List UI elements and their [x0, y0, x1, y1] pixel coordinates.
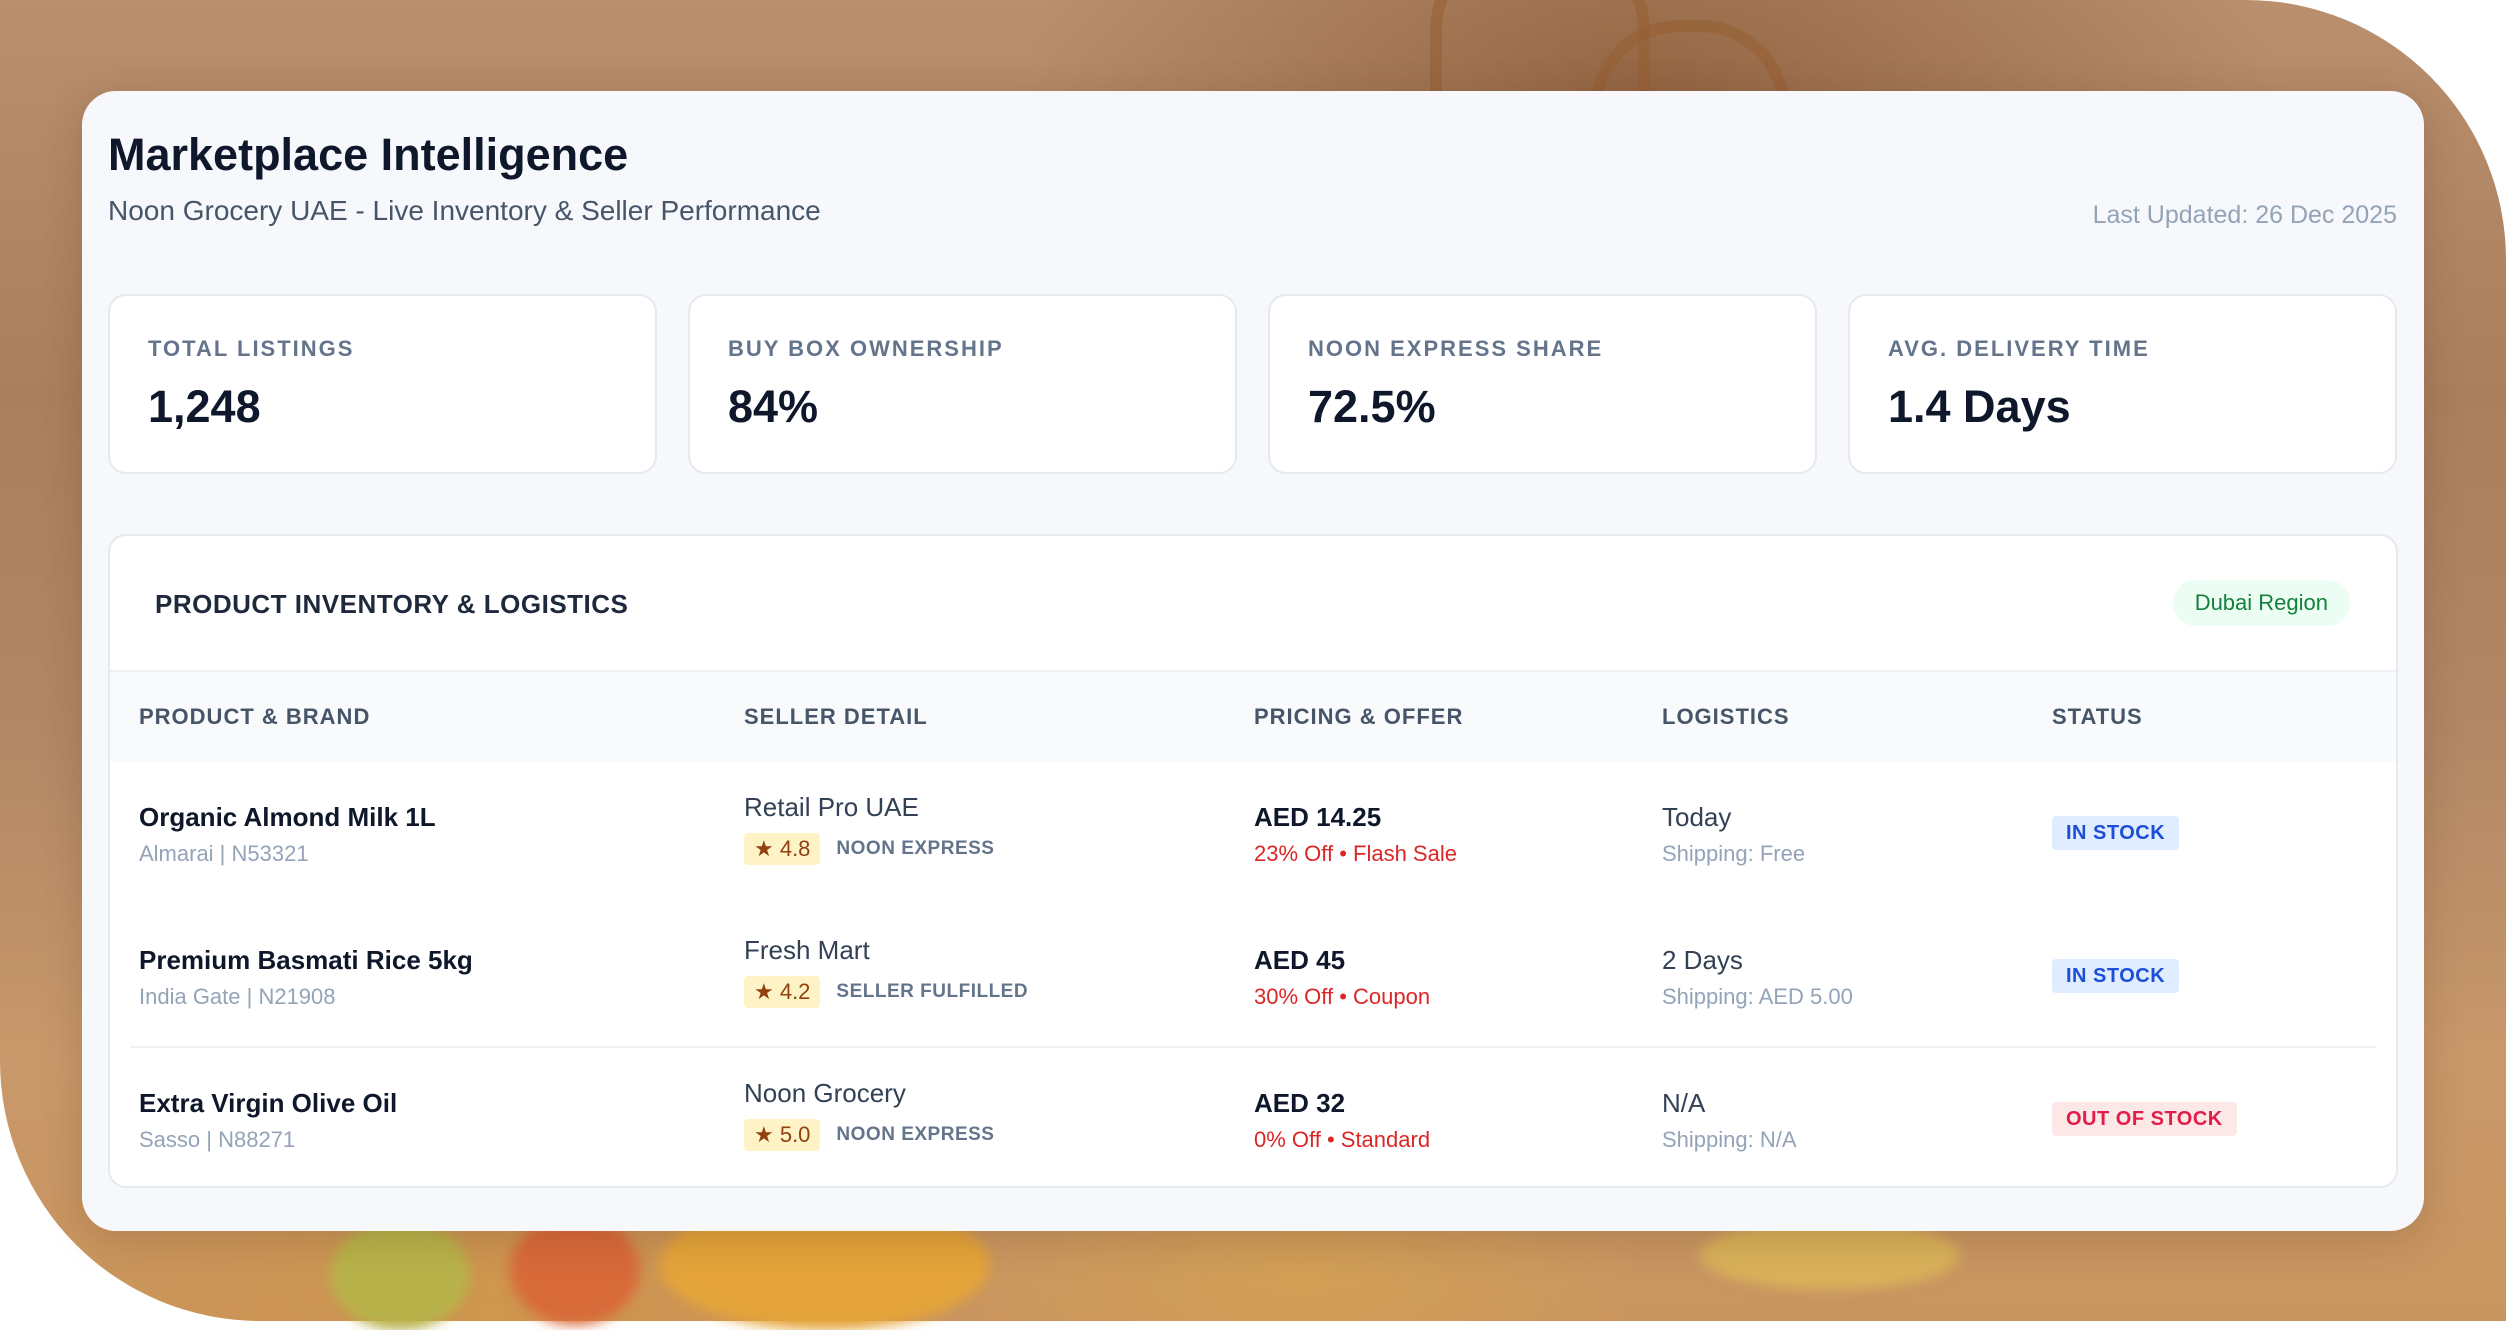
status-badge: IN STOCK: [2052, 816, 2180, 850]
fulfillment-type: SELLER FULFILLED: [836, 981, 1029, 1002]
product-name[interactable]: Organic Almond Milk 1L: [139, 802, 436, 832]
kpi-card-delivery-time: AVG. DELIVERY TIME 1.4 Days: [1848, 294, 2397, 474]
panel-title: PRODUCT INVENTORY & LOGISTICS: [155, 589, 629, 619]
row-divider: [130, 1046, 2376, 1048]
seller-cell: Retail Pro UAE ★ 4.8 NOON EXPRESS: [744, 792, 994, 865]
product-name[interactable]: Premium Basmati Rice 5kg: [139, 945, 473, 975]
table-header: PRODUCT & BRAND SELLER DETAIL PRICING & …: [110, 670, 2396, 762]
status-badge: OUT OF STOCK: [2052, 1102, 2237, 1136]
kpi-value: 72.5%: [1308, 381, 1436, 432]
seller-name[interactable]: Retail Pro UAE: [744, 792, 919, 822]
seller-name[interactable]: Fresh Mart: [744, 935, 870, 965]
column-header-pricing[interactable]: PRICING & OFFER: [1254, 704, 1464, 729]
logistics-cell: 2 Days Shipping: AED 5.00: [1662, 945, 1853, 1010]
status-badge: IN STOCK: [2052, 959, 2180, 993]
price: AED 45: [1254, 945, 1346, 975]
kpi-value: 1,248: [148, 381, 261, 432]
table-row[interactable]: Premium Basmati Rice 5kg India Gate | N2…: [110, 905, 2396, 1048]
shipping-cost: Shipping: N/A: [1662, 1127, 1797, 1152]
fulfillment-type: NOON EXPRESS: [836, 838, 995, 859]
status-cell: OUT OF STOCK: [2052, 1102, 2237, 1136]
region-badge[interactable]: Dubai Region: [2172, 580, 2350, 626]
price: AED 32: [1254, 1088, 1346, 1118]
page-title: Marketplace Intelligence: [108, 129, 629, 180]
column-header-product[interactable]: PRODUCT & BRAND: [139, 704, 371, 729]
shipping-cost: Shipping: Free: [1662, 841, 1806, 866]
offer: 23% Off • Flash Sale: [1254, 841, 1457, 866]
kpi-label: TOTAL LISTINGS: [148, 336, 355, 361]
pricing-cell: AED 32 0% Off • Standard: [1254, 1088, 1430, 1153]
offer: 30% Off • Coupon: [1254, 984, 1431, 1009]
page-subtitle: Noon Grocery UAE - Live Inventory & Sell…: [108, 195, 821, 226]
seller-cell: Noon Grocery ★ 5.0 NOON EXPRESS: [744, 1078, 994, 1151]
seller-name[interactable]: Noon Grocery: [744, 1078, 906, 1108]
logistics-cell: Today Shipping: Free: [1662, 802, 1805, 867]
pricing-cell: AED 45 30% Off • Coupon: [1254, 945, 1430, 1010]
fruit-decoration: [510, 1215, 640, 1325]
product-cell: Extra Virgin Olive Oil Sasso | N88271: [139, 1088, 397, 1153]
table-row[interactable]: Organic Almond Milk 1L Almarai | N53321 …: [110, 762, 2396, 905]
product-cell: Organic Almond Milk 1L Almarai | N53321: [139, 802, 436, 867]
seller-cell: Fresh Mart ★ 4.2 SELLER FULFILLED: [744, 935, 1028, 1008]
inventory-panel: PRODUCT INVENTORY & LOGISTICS Dubai Regi…: [108, 534, 2398, 1188]
delivery-time: 2 Days: [1662, 945, 1743, 975]
kpi-label: AVG. DELIVERY TIME: [1888, 336, 2150, 361]
delivery-time: N/A: [1662, 1088, 1706, 1118]
kpi-card-total-listings: TOTAL LISTINGS 1,248: [108, 294, 657, 474]
kpi-value: 1.4 Days: [1888, 381, 2071, 432]
price: AED 14.25: [1254, 802, 1382, 832]
last-updated: Last Updated: 26 Dec 2025: [2092, 201, 2397, 229]
status-cell: IN STOCK: [2052, 816, 2180, 850]
dashboard-card: Marketplace Intelligence Noon Grocery UA…: [82, 91, 2424, 1231]
star-rating: ★ 5.0: [744, 1119, 821, 1151]
kpi-label: NOON EXPRESS SHARE: [1308, 336, 1604, 361]
column-header-seller[interactable]: SELLER DETAIL: [744, 704, 928, 729]
product-cell: Premium Basmati Rice 5kg India Gate | N2…: [139, 945, 473, 1010]
fruit-decoration: [330, 1220, 470, 1330]
shipping-cost: Shipping: AED 5.00: [1662, 984, 1853, 1009]
product-brand: India Gate | N21908: [139, 984, 336, 1009]
delivery-time: Today: [1662, 802, 1732, 832]
product-brand: Almarai | N53321: [139, 841, 309, 866]
status-cell: IN STOCK: [2052, 959, 2180, 993]
kpi-value: 84%: [728, 381, 819, 432]
table-row[interactable]: Extra Virgin Olive Oil Sasso | N88271 No…: [110, 1048, 2396, 1186]
kpi-card-noon-express: NOON EXPRESS SHARE 72.5%: [1268, 294, 1817, 474]
kpi-label: BUY BOX OWNERSHIP: [728, 336, 1004, 361]
column-header-status[interactable]: STATUS: [2052, 704, 2143, 729]
column-header-logistics[interactable]: LOGISTICS: [1662, 704, 1790, 729]
kpi-card-buy-box: BUY BOX OWNERSHIP 84%: [688, 294, 1237, 474]
product-name[interactable]: Extra Virgin Olive Oil: [139, 1088, 398, 1118]
fruit-decoration: [1700, 1220, 1960, 1290]
star-rating: ★ 4.2: [744, 976, 821, 1008]
offer: 0% Off • Standard: [1254, 1127, 1431, 1152]
pricing-cell: AED 14.25 23% Off • Flash Sale: [1254, 802, 1457, 867]
fulfillment-type: NOON EXPRESS: [836, 1124, 995, 1145]
logistics-cell: N/A Shipping: N/A: [1662, 1088, 1797, 1153]
star-rating: ★ 4.8: [744, 833, 821, 865]
product-brand: Sasso | N88271: [139, 1127, 296, 1152]
